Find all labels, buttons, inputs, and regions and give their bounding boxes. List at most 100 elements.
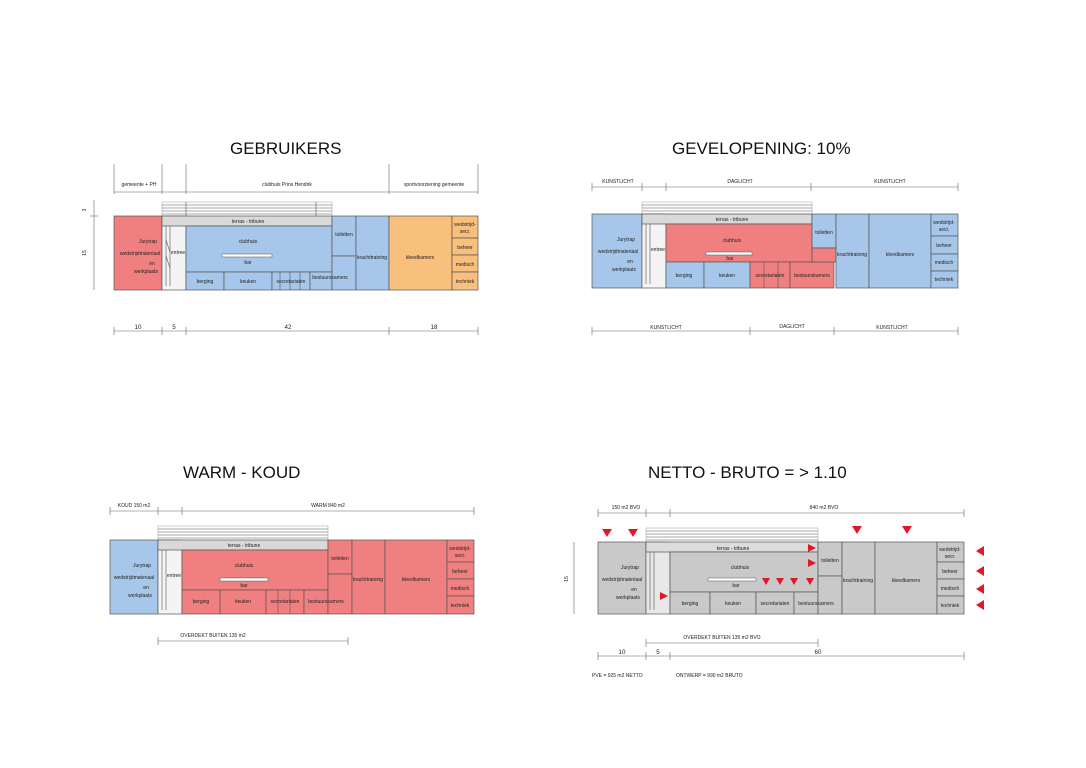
label-rooms-medisch: medisch — [456, 262, 475, 268]
label-rooms-clubhuis: clubhuis — [239, 239, 258, 245]
label-p4-dims_bottom-0: 10 — [619, 649, 626, 656]
label-rooms-wedstrijd2: secr. — [945, 554, 956, 560]
label-p1-dims_bottom-0: 10 — [135, 324, 142, 331]
label-rooms-kleedkamers: kleedkamers — [406, 255, 435, 261]
panel-title-warm-koud: WARM - KOUD — [183, 463, 301, 482]
label-rooms-beheer: beheer — [452, 569, 468, 575]
label-rooms-en: en — [143, 585, 149, 591]
label-rooms-terras: terras - tribune — [716, 217, 749, 223]
label-rooms-entree: entree — [167, 573, 181, 579]
label-p4-dims_bottom-1: 5 — [656, 649, 660, 656]
triangle-marker — [808, 559, 816, 567]
label-rooms-bar: bar — [244, 260, 252, 266]
label-rooms-en: en — [149, 261, 155, 267]
triangle-marker — [762, 578, 770, 585]
room-jurytrap — [113, 215, 163, 291]
label-rooms-terras: terras - tribune — [232, 219, 265, 225]
label-rooms-entree: entree — [651, 247, 665, 253]
label-rooms-keuken: keuken — [719, 273, 735, 279]
label-rooms-secretariaten: secretariaten — [271, 599, 300, 605]
label-rooms-medisch: medisch — [941, 586, 960, 592]
triangle-marker — [808, 544, 816, 552]
ontwerp-note: ONTWERP = 990 m2 BRUTO — [676, 673, 743, 679]
triangle-marker — [902, 526, 912, 534]
label-rooms-clubhuis: clubhuis — [235, 563, 254, 569]
label-rooms-krachttraining: krachttraining — [357, 255, 387, 261]
triangle-marker — [602, 529, 612, 537]
label-rooms-wedstrijd1: wedstrijd- — [449, 546, 471, 552]
label-rooms-bestuurskamers: bestuurskamers — [312, 275, 348, 281]
panel-title-netto-bruto: NETTO - BRUTO = > 1.10 — [648, 463, 847, 482]
triangle-marker — [790, 578, 798, 585]
label-rooms-techniek: techniek — [935, 277, 954, 283]
label-rooms-werkplaats: werkplaats — [616, 595, 640, 601]
label-p4-dims_bottom-2: 60 — [815, 649, 822, 656]
label-rooms-werkplaats: werkplaats — [612, 267, 636, 273]
label-rooms-kleedkamers: kleedkamers — [892, 578, 921, 584]
label-rooms-toiletten: toiletten — [331, 556, 349, 562]
label-rooms-keuken: keuken — [725, 601, 741, 607]
label-rooms-bestuurskamers: bestuurskamers — [794, 273, 830, 279]
label-rooms-clubhuis: clubhuis — [723, 238, 742, 244]
label-rooms-wedstrijd1: wedstrijd- — [933, 220, 955, 226]
triangle-marker — [852, 526, 862, 534]
label-rooms-bestuurskamers: bestuurskamers — [798, 601, 834, 607]
label-rooms-techniek: techniek — [456, 279, 475, 285]
label-p2-top-2: KUNSTLICHT — [874, 179, 905, 185]
label-rooms-beheer: beheer — [936, 243, 952, 249]
label-rooms-wedstrijd1: wedstrijd- — [454, 222, 476, 228]
label-p2-bottom-1: DAGLICHT — [779, 324, 804, 330]
label-p2-top-1: DAGLICHT — [727, 179, 752, 185]
label-rooms-bar: bar — [732, 583, 740, 589]
label-rooms-wedstrijd1: wedstrijd- — [939, 547, 961, 553]
panel-title-gebruikers: GEBRUIKERS — [230, 139, 342, 158]
triangle-marker — [628, 529, 638, 537]
group-gemeente-ph: gemeente + PH — [122, 182, 157, 188]
label-rooms-berging: berging — [682, 601, 699, 607]
label-rooms-bar: bar — [240, 583, 248, 589]
label-p4-dim_left: 15 — [564, 576, 570, 582]
label-rooms-secretariaten: secretariaten — [277, 279, 306, 285]
triangle-marker — [976, 546, 984, 556]
label-rooms-terras: terras - tribune — [228, 543, 261, 549]
label-p3-bottom: OVERDEKT BUITEN 135 m2 — [180, 633, 245, 639]
label-rooms-techniek: techniek — [941, 603, 960, 609]
label-p4-overdekt: OVERDEKT BUITEN 135 m2 BVO — [683, 635, 760, 641]
label-rooms-berging: berging — [197, 279, 214, 285]
label-rooms-wedstrijdmateriaal: wedstrijdmateriaal — [602, 577, 642, 583]
label-rooms-kleedkamers: kleedkamers — [402, 577, 431, 583]
dim-15: 15 — [82, 250, 88, 256]
label-p2-top-0: KUNSTLICHT — [602, 179, 633, 185]
label-rooms-werkplaats: werkplaats — [134, 269, 158, 275]
label-rooms-wedstrijdmateriaal: wedstrijdmateriaal — [120, 251, 160, 257]
label-rooms-beheer: beheer — [942, 569, 958, 575]
label-rooms-secretariaten: secretariaten — [761, 601, 790, 607]
label-p2-bottom-2: KUNSTLICHT — [876, 325, 907, 331]
label-rooms-jurytrap: Jurytrap — [133, 563, 151, 569]
label-rooms-keuken: keuken — [235, 599, 251, 605]
label-rooms-toiletten: toiletten — [821, 558, 839, 564]
label-rooms-krachttraining: krachttraining — [843, 578, 873, 584]
label-rooms-keuken: keuken — [240, 279, 256, 285]
label-rooms-medisch: medisch — [935, 260, 954, 266]
label-rooms-toiletten: toiletten — [335, 232, 353, 238]
triangle-marker — [660, 592, 668, 600]
label-rooms-bar: bar — [726, 256, 734, 262]
label-rooms-werkplaats: werkplaats — [128, 593, 152, 599]
triangle-marker — [806, 578, 814, 585]
triangle-marker — [776, 578, 784, 585]
label-rooms-jurytrap: Jurytrap — [617, 237, 635, 243]
label-rooms-wedstrijd2: secr. — [455, 553, 466, 559]
triangle-marker — [976, 600, 984, 610]
label-rooms-medisch: medisch — [451, 586, 470, 592]
label-rooms-en: en — [627, 259, 633, 265]
label-rooms-wedstrijdmateriaal: wedstrijdmateriaal — [114, 575, 154, 581]
label-p1-dims_bottom-1: 5 — [172, 324, 176, 331]
label-rooms-wedstrijd2: secr. — [939, 227, 950, 233]
label-rooms-krachttraining: krachttraining — [353, 577, 383, 583]
label-rooms-clubhuis: clubhuis — [731, 565, 750, 571]
